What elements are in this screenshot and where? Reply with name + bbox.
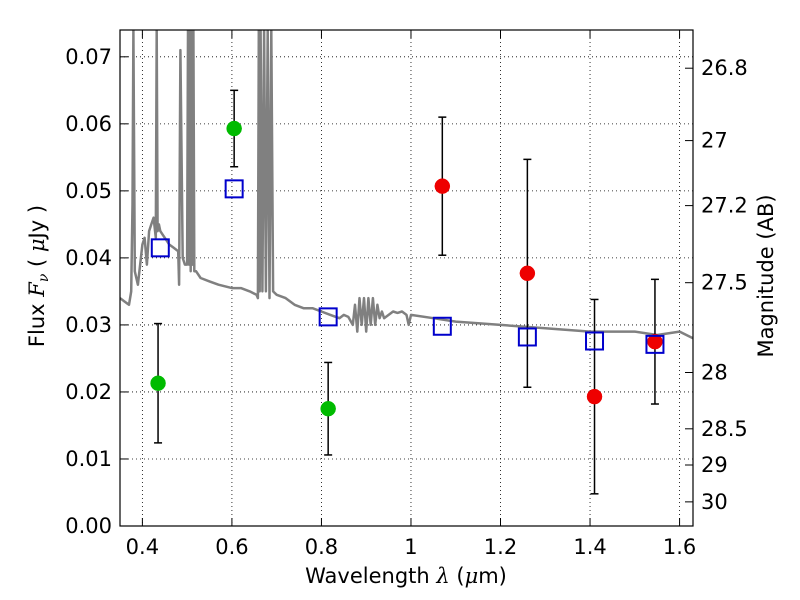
sed-model-line [120,30,693,340]
plot-frame [119,29,694,527]
x-tick-label: 1.2 [484,535,517,559]
axis-ticks: 0.4 0.6 0.8 1 1.2 1.4 1.6 0.00 0.01 0.02 0.03 0.04 0… [65,30,748,559]
x-tick-label: 1.6 [663,535,696,559]
right-tick-label: 28.5 [701,417,748,441]
right-tick-label: 26.8 [701,56,748,80]
x-tick-label: 0.8 [305,535,338,559]
right-tick-label: 30 [701,490,728,514]
y-tick-label: 0.01 [65,447,112,471]
model-photometry-square [224,179,244,199]
y-tick-label: 0.07 [65,45,112,69]
model-photometry-square [517,327,537,347]
y-tick-label: 0.03 [65,313,112,337]
right-tick-label: 28 [701,361,728,385]
y-axis-title: Flux Fν ( μJy ) [25,205,52,347]
x-tick-label: 0.6 [215,535,248,559]
grid-lines [120,30,693,527]
right-tick-label: 29 [701,453,728,477]
observed-green-point [150,375,166,391]
x-tick-label: 1 [404,535,417,559]
right-tick-label: 27.5 [701,271,748,295]
x-tick-label: 1.4 [573,535,606,559]
observed-green-point [226,120,242,137]
observed-green-point [320,400,336,417]
right-axis-title: Magnitude (AB) [754,194,778,357]
x-axis-title: Wavelength λ (μm) [305,564,507,588]
model-photometry-square [318,307,338,327]
y-tick-label: 0.06 [65,112,112,136]
y-tick-label: 0.04 [65,246,112,270]
model-photometry-square [432,316,452,336]
model-photometry-square [585,331,605,351]
y-tick-label: 0.00 [65,514,112,538]
observed-red-point [519,265,536,282]
chart-marks [120,30,693,495]
right-tick-label: 27.2 [701,194,748,218]
observed-red-point [434,178,451,194]
model-photometry-square [150,238,170,258]
y-tick-label: 0.05 [65,179,112,203]
right-tick-label: 27 [701,129,728,153]
x-tick-label: 0.4 [126,535,159,559]
model-photometry-square [645,334,665,354]
y-tick-label: 0.02 [65,380,112,404]
observed-red-point [586,388,603,405]
